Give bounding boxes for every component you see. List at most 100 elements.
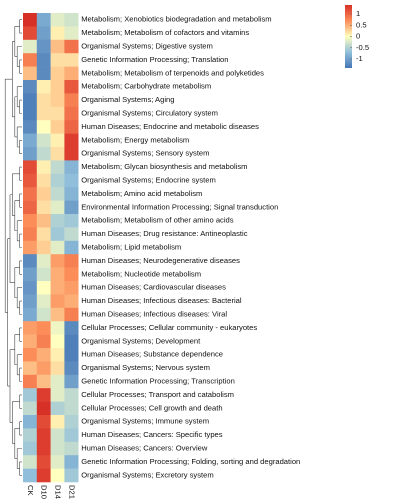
heat-cell <box>50 441 65 456</box>
heat-cell <box>23 147 38 161</box>
heat-cell <box>36 321 51 335</box>
heat-cell <box>36 120 51 134</box>
heat-cell <box>50 147 65 161</box>
heat-cell <box>36 227 51 242</box>
heat-cell <box>23 227 38 242</box>
heat-cell <box>23 26 38 41</box>
row-label: Cellular Processes; Transport and catabo… <box>81 390 234 399</box>
heat-cell <box>64 214 79 228</box>
heat-cell <box>23 80 38 94</box>
heat-cell <box>36 267 51 282</box>
row-label: Metabolism; Metabolism of other amino ac… <box>81 216 234 225</box>
heat-cell <box>23 455 38 469</box>
row-label: Organismal Systems; Sensory system <box>81 149 209 158</box>
heat-cell <box>23 348 38 362</box>
heat-cell <box>36 441 51 456</box>
heat-cell <box>50 160 65 175</box>
heat-cell <box>23 428 38 443</box>
heat-cell <box>23 133 38 148</box>
dendrogram-branch <box>19 166 22 181</box>
heat-cell <box>64 307 79 322</box>
heat-cell <box>36 468 51 483</box>
heat-cell <box>36 294 51 309</box>
column-label: D21 <box>67 485 76 499</box>
heat-cell <box>23 361 38 376</box>
heat-cell <box>23 200 38 215</box>
heat-cell <box>23 267 38 282</box>
heat-cell <box>50 106 65 121</box>
heat-cell <box>50 200 65 215</box>
heat-cell <box>64 26 79 41</box>
heat-cell <box>23 441 38 456</box>
heat-cell <box>50 281 65 295</box>
heat-cell <box>23 334 38 349</box>
heat-cell <box>50 321 65 335</box>
color-key-label: -1 <box>356 54 363 63</box>
heat-cell <box>36 254 51 268</box>
row-label: Metabolism; Glycan biosynthesis and meta… <box>81 162 247 171</box>
heat-cell <box>36 80 51 94</box>
column-label: D14 <box>54 485 63 499</box>
heat-cell <box>50 240 65 255</box>
row-label: Metabolism; Nucleotide metabolism <box>81 269 201 278</box>
heat-cell <box>64 13 79 27</box>
heat-cell <box>64 66 79 81</box>
heat-cell <box>50 39 65 54</box>
heat-cell <box>64 93 79 108</box>
heat-cell <box>64 281 79 295</box>
row-label: Cellular Processes; Cell growth and deat… <box>81 403 222 412</box>
dendrogram-branch <box>19 327 22 342</box>
row-label: Human Diseases; Substance dependence <box>81 350 223 359</box>
heat-cell <box>50 66 65 81</box>
row-label: Environmental Information Processing; Si… <box>81 202 278 211</box>
row-label: Genetic Information Processing; Transcri… <box>81 377 235 386</box>
heat-cell <box>36 26 51 41</box>
heat-cell <box>50 374 65 389</box>
heat-cell <box>64 133 79 148</box>
color-key-label: 0 <box>356 32 360 41</box>
heat-cell <box>23 294 38 309</box>
row-label: Organismal Systems; Digestive system <box>81 42 213 51</box>
dendrogram-branch <box>14 96 18 138</box>
heat-cell <box>50 93 65 108</box>
dendrogram-branch <box>19 59 22 74</box>
row-label: Genetic Information Processing; Folding,… <box>81 457 300 466</box>
column-label: D10 <box>40 485 49 499</box>
heat-cell <box>64 334 79 349</box>
heat-cell <box>64 120 79 134</box>
heat-cell <box>36 214 51 228</box>
heat-cell <box>23 388 38 402</box>
row-label: Human Diseases; Cardiovascular diseases <box>81 283 226 292</box>
heat-cell <box>64 53 79 67</box>
heat-cell <box>50 53 65 67</box>
dendrogram-branch <box>19 367 22 382</box>
heat-cell <box>50 80 65 94</box>
dendrogram-branch <box>19 193 22 208</box>
heat-cell <box>23 187 38 201</box>
heat-cell <box>64 240 79 255</box>
heat-cell <box>64 200 79 215</box>
row-label: Organismal Systems; Excretory system <box>81 470 214 479</box>
dendrogram-branch <box>19 99 22 114</box>
heat-cell <box>64 187 79 201</box>
heat-cell <box>36 428 51 443</box>
column-label: CK <box>26 485 35 496</box>
heat-cell <box>23 66 38 81</box>
dendrogram-branch <box>4 78 13 313</box>
heat-cell <box>23 468 38 483</box>
heat-cell <box>36 147 51 161</box>
heat-cell <box>36 13 51 27</box>
row-dendrogram <box>4 19 22 476</box>
heat-cell <box>64 254 79 268</box>
heat-cell <box>36 187 51 201</box>
heat-cell <box>64 80 79 94</box>
heat-cell <box>50 388 65 402</box>
heat-cell <box>36 281 51 295</box>
heat-cell <box>50 187 65 201</box>
heat-cell <box>36 388 51 402</box>
heat-cell <box>50 214 65 228</box>
dendrogram-branch <box>12 41 15 118</box>
heat-cell <box>23 254 38 268</box>
heat-cell <box>36 93 51 108</box>
